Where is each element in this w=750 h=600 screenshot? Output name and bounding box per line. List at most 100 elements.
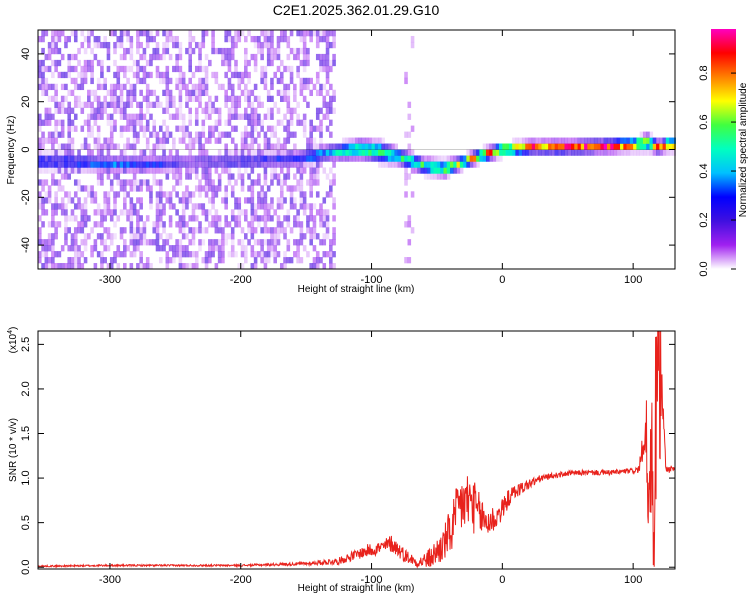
spectrogram-cell <box>279 30 284 37</box>
spectrogram-cell <box>230 155 235 162</box>
spectrogram-cell <box>293 251 297 258</box>
spectrogram-cell <box>181 155 186 162</box>
spectrogram-cell <box>113 59 117 67</box>
spectrogram-cell <box>656 143 660 150</box>
spectrogram-cell <box>80 209 85 216</box>
spectrogram-cell <box>51 245 55 252</box>
spectrogram-cell <box>531 137 536 144</box>
spectrogram-cell <box>260 155 264 162</box>
spectrogram-cell <box>145 95 150 102</box>
spectrogram-cell <box>227 221 232 228</box>
spectrogram-cell <box>263 221 268 228</box>
spectrogram-cell <box>73 30 78 37</box>
spectrogram-cell <box>224 197 228 204</box>
spectrogram-cell <box>132 155 137 162</box>
spectrogram-cell <box>129 233 134 240</box>
spectrogram-cell <box>266 30 271 37</box>
spectrogram-cell <box>194 113 199 120</box>
spectrogram-cell <box>273 143 278 150</box>
spectrogram-cell <box>587 143 591 150</box>
spectrogram-cell <box>83 203 88 210</box>
spectrogram-cell <box>214 95 219 102</box>
spectrogram-cell <box>38 137 42 144</box>
spectrogram-cell <box>371 155 376 162</box>
spectrogram-cell <box>286 257 291 264</box>
spectrogram-cell <box>80 215 85 222</box>
spectrogram-cell <box>273 47 278 55</box>
spectrogram-cell <box>201 149 206 156</box>
spectrogram-cell <box>603 149 608 156</box>
spectrogram-cell <box>44 119 49 126</box>
spectrogram-cell <box>329 167 333 174</box>
spectrogram-cell <box>113 95 117 102</box>
spectrogram-cell <box>100 179 104 186</box>
spectrogram-cell <box>250 203 255 210</box>
spectrogram-cell <box>181 71 186 79</box>
spectrogram-cell <box>244 113 248 120</box>
spectrogram-cell <box>211 41 215 49</box>
spectrogram-cell <box>77 149 81 156</box>
spectrogram-cell <box>253 137 258 144</box>
spectrogram-cell <box>139 167 143 174</box>
spectrogram-cell <box>145 119 150 126</box>
spectrogram-cell <box>198 53 202 61</box>
spectrogram-cell <box>165 197 170 204</box>
spectrogram-cell <box>584 137 588 144</box>
spectrogram-cell <box>250 155 255 162</box>
spectrogram-cell <box>93 143 98 150</box>
spectrogram-cell <box>178 101 183 108</box>
spectrogram-cell <box>230 191 235 198</box>
spectrogram-cell <box>505 149 510 156</box>
spectrogram-cell <box>139 257 143 264</box>
spectrogram-cell <box>145 125 150 132</box>
spectrogram-cell <box>145 155 150 162</box>
spectrogram-cell <box>178 53 183 61</box>
spectrogram-cell <box>322 239 327 246</box>
spectrogram-cell <box>181 161 186 168</box>
spectrogram-cell <box>191 47 196 55</box>
spectrogram-cell <box>443 173 448 180</box>
spectrogram-cell <box>126 167 130 174</box>
spectrogram-cell <box>302 95 307 102</box>
spectrogram-cell <box>109 30 114 37</box>
spectrogram-cell <box>554 149 559 156</box>
spectrogram-cell <box>302 245 307 252</box>
spectrogram-cell <box>139 77 143 85</box>
snr-frame <box>37 330 676 570</box>
spectrogram-cell <box>423 155 428 162</box>
spectrogram-cell <box>224 119 228 126</box>
spectrogram-cell <box>155 167 160 174</box>
spectrogram-cell <box>123 227 127 234</box>
spectrogram-cell <box>293 239 297 246</box>
spectrogram-cell <box>260 71 264 79</box>
spectrogram-cell <box>175 191 179 198</box>
spectrogram-cell <box>175 59 179 67</box>
spectrogram-cell <box>181 263 186 270</box>
spectrogram-cell <box>227 47 232 55</box>
spectrogram-cell <box>306 251 310 258</box>
spectrogram-cell <box>414 161 418 168</box>
spectrogram-cell <box>554 137 559 144</box>
spectrogram-cell <box>188 113 192 120</box>
spectrogram-cell <box>253 65 258 73</box>
spectrogram-cell <box>175 113 179 120</box>
spectrogram-cell <box>240 239 245 246</box>
spectrogram-cell <box>168 53 173 61</box>
spectrogram-cell <box>433 161 438 168</box>
spectrogram-cell <box>502 143 506 150</box>
spectrogram-cell <box>211 161 215 168</box>
spectrogram-cell <box>38 125 42 132</box>
spectrogram-cell <box>116 41 121 49</box>
spectrogram-cell <box>123 143 127 150</box>
spectrogram-cell <box>116 167 121 174</box>
spectrogram-cell <box>286 125 291 132</box>
spectrogram-cell <box>230 173 235 180</box>
spectrogram-cell <box>155 41 160 49</box>
spectrogram-cell <box>139 227 143 234</box>
spectrogram-cell <box>67 155 71 162</box>
spectrogram-cell <box>214 155 219 162</box>
spectrogram-cell <box>410 41 415 49</box>
spectrogram-cell <box>38 197 42 204</box>
spectrogram-cell <box>319 221 323 228</box>
spectrogram-cell <box>103 41 107 49</box>
